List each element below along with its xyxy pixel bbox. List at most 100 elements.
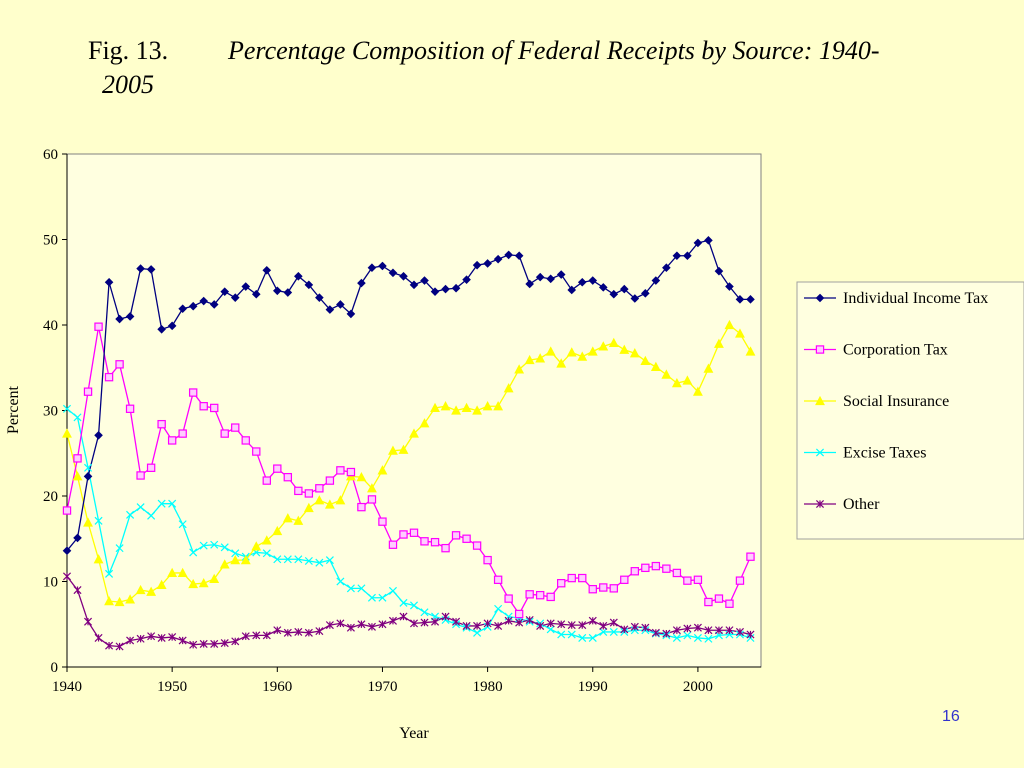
data-point (567, 573, 576, 583)
data-point (462, 534, 471, 543)
data-point (104, 372, 114, 382)
data-point (514, 251, 524, 261)
legend-label: Individual Income Tax (843, 290, 988, 307)
data-point (399, 271, 408, 281)
data-point (114, 596, 125, 607)
data-point (83, 517, 93, 527)
data-point (73, 454, 82, 463)
data-point (188, 388, 198, 397)
data-point (188, 578, 199, 589)
data-point (62, 404, 72, 413)
data-point (641, 289, 650, 298)
data-point (357, 502, 366, 512)
data-point (441, 543, 450, 553)
data-point (210, 639, 219, 648)
data-point (125, 404, 135, 413)
data-point (661, 369, 672, 379)
data-point (704, 626, 713, 635)
data-point (609, 627, 618, 636)
data-point (73, 533, 82, 543)
data-point (262, 549, 271, 558)
data-point (692, 386, 703, 396)
legend-label: Social Insurance (843, 393, 949, 410)
data-point (441, 612, 450, 621)
data-point (315, 484, 324, 493)
data-point (178, 429, 187, 438)
data-point (147, 511, 156, 520)
data-point (210, 403, 219, 413)
data-point (493, 254, 503, 264)
data-point (325, 305, 335, 314)
data-point (167, 321, 177, 331)
data-point (472, 405, 483, 415)
y-tick-label: 30 (43, 404, 58, 420)
data-point (430, 402, 440, 413)
data-point (662, 564, 671, 573)
data-point (714, 626, 723, 635)
data-point (556, 270, 566, 279)
data-point (294, 486, 303, 496)
y-tick-label: 60 (43, 147, 58, 163)
data-point (283, 472, 293, 482)
data-point (230, 293, 240, 302)
data-point (608, 337, 619, 348)
data-point (241, 282, 251, 291)
data-point (472, 260, 482, 270)
data-point (73, 586, 82, 595)
data-point (104, 596, 114, 606)
data-point (126, 510, 135, 519)
legend-marker (815, 499, 825, 509)
data-point (336, 300, 345, 309)
data-point (357, 584, 366, 593)
data-point (84, 463, 93, 472)
x-tick-label: 1980 (473, 679, 503, 695)
data-point (378, 620, 387, 629)
plot-area (66, 153, 762, 668)
data-point (577, 351, 588, 361)
data-point (73, 413, 82, 422)
data-point (94, 322, 103, 331)
y-tick-label: 10 (43, 575, 58, 591)
data-point (126, 636, 135, 645)
data-point (473, 621, 482, 630)
data-point (105, 569, 114, 578)
data-point (430, 287, 440, 296)
data-point (136, 503, 145, 512)
data-point (735, 295, 745, 304)
data-point (693, 633, 702, 642)
data-point (714, 594, 724, 603)
data-point (578, 621, 587, 630)
data-point (640, 355, 651, 366)
data-point (482, 401, 493, 411)
data-point (714, 266, 724, 276)
data-point (62, 506, 72, 515)
data-point (462, 275, 471, 284)
data-point (94, 633, 103, 642)
data-point (619, 344, 630, 354)
data-point (304, 489, 314, 498)
data-point (367, 622, 376, 631)
data-point (168, 633, 177, 642)
data-point (725, 282, 734, 291)
data-point (198, 578, 209, 588)
data-point (125, 312, 135, 321)
data-point (252, 447, 261, 456)
data-point (451, 283, 461, 293)
data-point (177, 567, 188, 578)
data-point (514, 609, 524, 619)
data-point (441, 284, 450, 294)
x-tick-label: 1970 (367, 679, 397, 695)
data-point (557, 620, 566, 629)
data-point (598, 283, 608, 292)
x-axis-label: Year (399, 725, 429, 742)
data-point (504, 250, 513, 260)
data-point (283, 628, 292, 637)
data-point (725, 599, 734, 608)
legend-marker (815, 448, 825, 457)
data-point (494, 604, 503, 613)
data-point (189, 548, 198, 557)
data-point (273, 626, 282, 635)
data-point (588, 633, 597, 642)
data-point (693, 623, 702, 632)
data-point (503, 383, 514, 393)
